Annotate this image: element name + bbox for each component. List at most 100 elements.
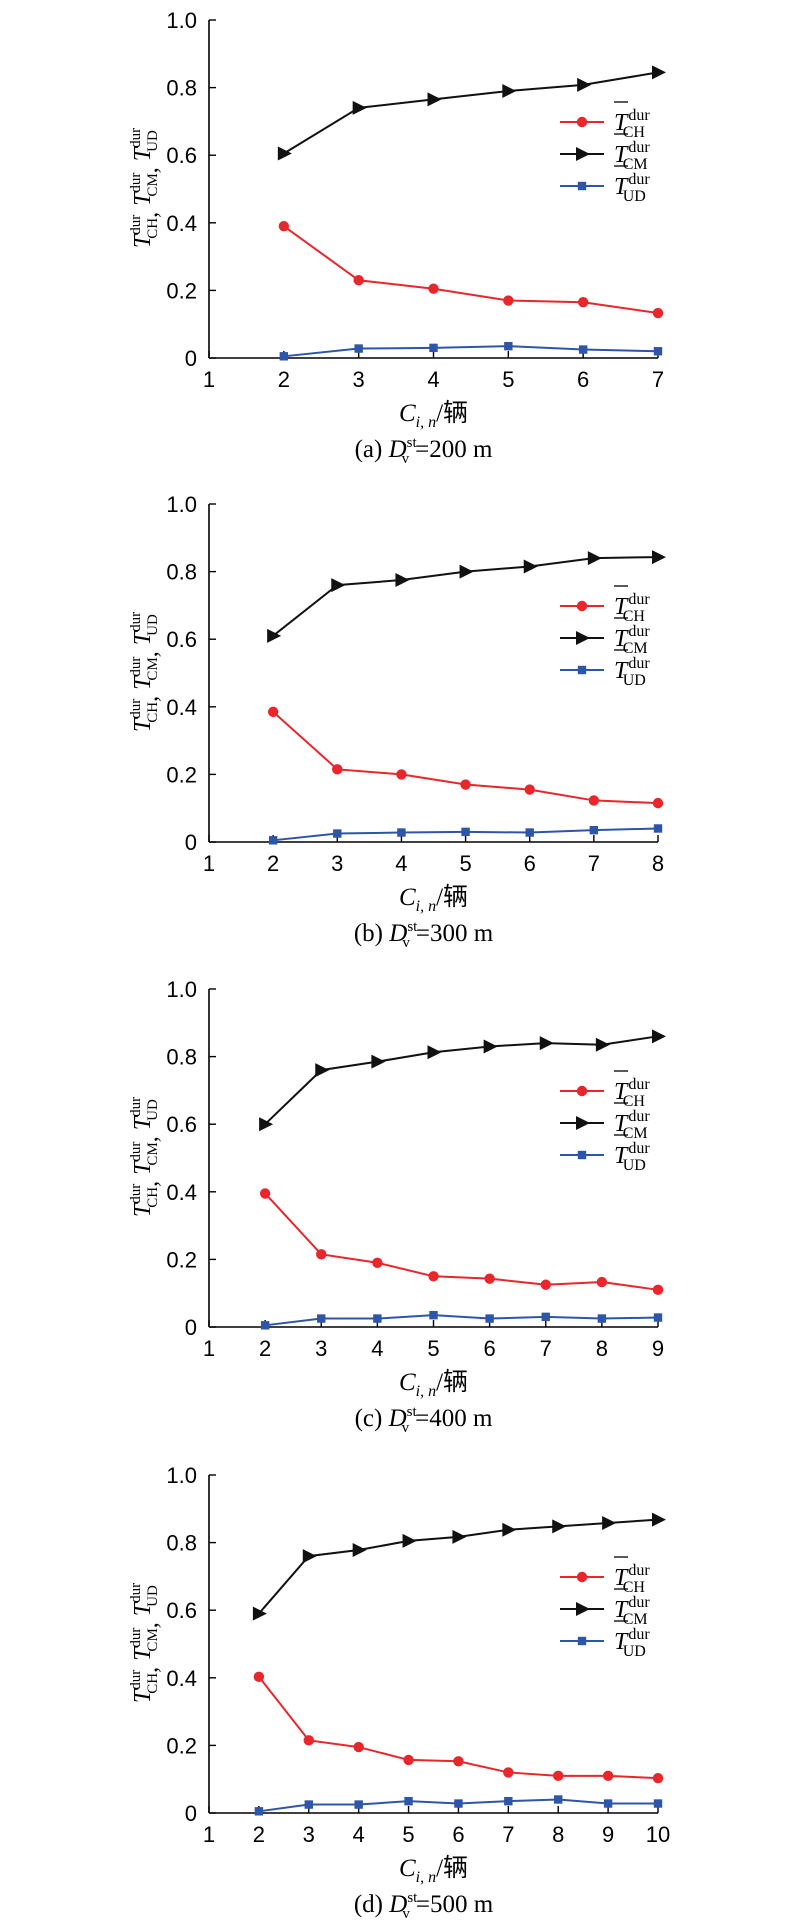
data-point-ud [525,828,534,837]
legend-entry-ch: Tdur CH [614,1076,650,1110]
x-tick-label: 4 [427,367,439,392]
y-tick-label: 1.0 [166,492,197,517]
data-point-ud [578,345,588,354]
x-tick-label: 8 [552,1822,564,1847]
legend-entry-ud: Tdur UD [614,655,650,689]
data-point-ud [461,827,470,837]
x-tick-label: 3 [315,1336,327,1361]
data-point-cm [652,550,666,565]
y-tick-label: 0.4 [166,1666,197,1691]
data-point-ud [429,343,438,353]
y-tick-label: 0 [185,1801,197,1826]
y-tick-label: 0.2 [166,1733,197,1758]
data-point-ch [428,283,439,294]
y-axis-label: TdurCH, TdurCM, TdurUD [128,1097,163,1217]
data-point-ud [317,1314,326,1323]
data-point-cm [427,1045,442,1060]
legend-marker-ch [576,600,588,612]
x-tick-label: 6 [524,851,536,876]
x-tick-label: 5 [402,1822,414,1847]
data-point-ud [333,829,342,838]
data-point-cm [267,628,282,643]
panel-caption: (a) Dst v =200 m [355,435,493,467]
panel-caption: (c) Dst v =400 m [355,1404,493,1436]
x-tick-label: 7 [502,1822,514,1847]
legend-marker-ch [576,116,588,128]
legend-marker-cm [576,1602,590,1616]
data-point-cm [331,578,346,593]
y-tick-label: 0 [185,1315,197,1340]
legend-entry-ud: Tdur UD [614,1140,650,1174]
data-point-ch [577,297,589,308]
x-tick-label: 4 [395,851,407,876]
x-tick-label: 4 [353,1822,365,1847]
legend-entry-cm: Tdur CM [614,623,650,657]
data-point-ch [428,1271,439,1282]
x-tick-label: 9 [602,1822,614,1847]
y-tick-label: 1.0 [166,1463,197,1488]
y-tick-label: 0.4 [166,1180,197,1205]
data-point-cm [502,83,517,98]
x-tick-label: 5 [427,1336,439,1361]
data-point-cm [602,1515,617,1530]
data-point-ch [353,275,364,286]
data-point-ud [603,1799,613,1808]
data-point-ch [453,1756,464,1767]
data-point-cm [352,1543,367,1558]
data-point-cm [277,146,292,161]
x-axis-label: Ci, n/辆 [399,399,468,431]
x-tick-label: 1 [203,851,215,876]
legend-entry-ud: Tdur UD [614,171,650,205]
x-tick-label: 3 [303,1822,315,1847]
y-tick-label: 0.2 [166,278,197,303]
data-point-ud [304,1800,313,1809]
y-tick-label: 0.6 [166,627,197,652]
x-tick-label: 4 [371,1336,383,1361]
x-tick-label: 6 [484,1336,496,1361]
data-point-ud [653,1799,663,1808]
data-point-ch [652,1772,664,1784]
x-tick-label: 6 [452,1822,464,1847]
legend-marker-ud [577,1636,587,1646]
data-point-ud [268,836,278,845]
data-point-ch [316,1249,327,1260]
y-tick-label: 0.2 [166,1247,197,1272]
data-point-ch [602,1770,614,1782]
data-point-ud [373,1314,382,1323]
series-line-cm [283,71,659,155]
x-tick-label: 6 [577,367,589,392]
data-point-ch [403,1754,414,1766]
data-point-ud [589,825,599,835]
data-point-cm [427,92,442,107]
x-tick-label: 3 [331,851,343,876]
y-tick-label: 0 [185,346,197,371]
y-axis-label: TdurCH, TdurCM, TdurUD [128,128,163,248]
data-point-cm [595,1037,610,1052]
data-point-cm [371,1054,386,1069]
legend-entry-cm: Tdur CM [614,139,650,173]
y-axis-label: TdurCH, TdurCM, TdurUD [128,1583,163,1703]
panel-caption: (d) Dst v =500 m [354,1890,494,1922]
y-tick-label: 0.4 [166,211,197,236]
series-line-ud [265,1314,659,1327]
y-tick-label: 0 [185,830,197,855]
data-point-cm [352,100,367,115]
x-tick-label: 7 [588,851,600,876]
legend-marker-ud [577,665,587,675]
data-point-ud [279,352,289,361]
x-tick-label: 8 [596,1336,608,1361]
data-point-ch [652,1284,664,1296]
x-tick-label: 7 [652,367,664,392]
y-tick-label: 1.0 [166,977,197,1002]
series-line-ch [283,225,659,315]
data-point-cm [315,1063,330,1078]
x-tick-label: 10 [646,1822,670,1847]
data-point-ch [278,220,290,232]
data-point-ch [503,295,514,306]
data-point-ch [652,797,664,809]
data-point-ud [429,1310,438,1320]
data-point-cm [395,573,410,588]
